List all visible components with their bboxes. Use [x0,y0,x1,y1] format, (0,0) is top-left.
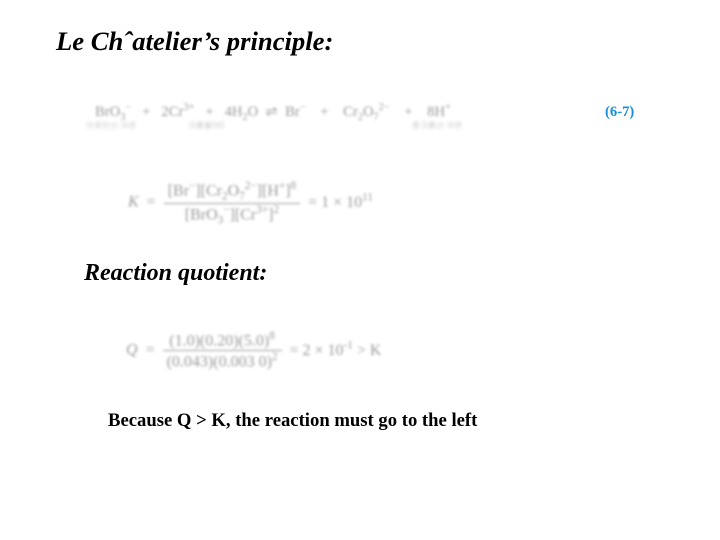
label-bro3-kr: 브로민산 이온 [86,120,137,131]
k-numerator: [Br−][Cr2O72−][H+]8 [164,180,300,204]
plus-1: + [142,104,150,120]
reaction-quotient-expression: Q = (1.0)(0.20)(5.0)8 (0.043)(0.003 0)2 … [126,330,381,372]
equilibrium-constant-expression: K = [Br−][Cr2O72−][H+]8 [BrO3−][Cr3+]2 =… [128,180,373,226]
reaction-arrow: ⇌ [266,104,278,120]
conclusion-text: Because Q > K, the reaction must go to t… [108,410,477,432]
reaction-equation: BrO3− + 2Cr3+ + 4H2O ⇌ Br− + Cr2O72− + 8… [95,102,451,123]
k-value: = 1 × 1011 [308,194,373,211]
k-symbol: K [128,194,139,211]
k-denominator: [BrO3−][Cr3+]2 [164,204,300,227]
species-h2o: H2O [232,104,258,120]
species-cr2o7: Cr2O72− [343,104,389,120]
species-br: Br− [285,104,305,120]
q-symbol: Q [126,342,138,359]
q-denominator: (0.043)(0.003 0)2 [163,351,282,371]
label-cr2o7-kr: 중크롬산 이온 [412,120,463,131]
label-cr3-kr: 크롬물(III) [188,120,224,131]
q-value: = 2 × 10-1 > K [290,342,382,359]
species-h: H+ [434,104,450,120]
heading-principle: Le Chˆatelier’s principle: [56,26,333,57]
heading-quotient: Reaction quotient: [84,260,267,287]
plus-3: + [320,104,328,120]
plus-4: + [404,104,412,120]
q-numerator: (1.0)(0.20)(5.0)8 [163,330,282,351]
species-bro3: BrO3− [95,104,131,120]
plus-2: + [205,104,213,120]
coef-h2o: 4 [225,104,232,120]
equation-number: (6-7) [605,104,634,121]
coef-cr3: 2 [161,104,168,120]
species-cr3: Cr3+ [169,104,195,120]
